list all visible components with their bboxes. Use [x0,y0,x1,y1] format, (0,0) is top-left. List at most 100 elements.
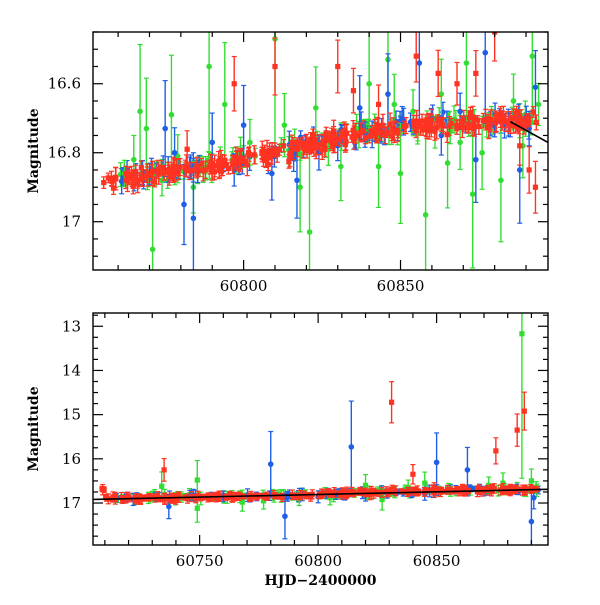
data-point [440,117,446,132]
data-point [533,114,539,131]
data-point [350,67,357,114]
data-point [500,487,506,495]
data-point [425,112,431,133]
data-point [225,162,232,175]
data-point [410,114,417,128]
data-point [389,130,395,142]
data-point [402,120,408,133]
data-point [488,486,494,494]
top-panel: 60800 60850 16.6 16.8 17 Magnitude [26,31,549,295]
y-tick-label: 16.8 [48,144,81,162]
y-tick-label: 14 [62,361,81,379]
data-point [532,160,539,214]
data-point [138,160,144,175]
data-point [248,493,254,502]
plot-area [101,32,548,270]
data-point [410,463,416,485]
data-point [335,39,341,94]
x-tick-label: 60850 [413,552,461,570]
data-point [209,157,215,181]
data-point [493,437,499,465]
data-point [162,493,168,505]
data-point [476,118,482,135]
data-point [469,119,476,269]
data-point [247,118,253,166]
data-point [348,400,355,494]
data-point [130,178,136,195]
data-point [304,133,310,153]
data-point [148,164,155,187]
data-point [137,43,143,179]
data-point [369,487,375,497]
y-axis: 16.6 16.8 17 [48,31,548,257]
x-tick-label: 60750 [176,552,224,570]
data-point [420,124,426,136]
data-point [271,489,277,499]
data-point [393,485,399,497]
x-axis: 60750 60800 60850 [104,313,533,570]
data-point [190,163,197,270]
data-point [138,494,144,505]
data-point [318,491,324,500]
data-point [166,493,172,520]
data-point [375,84,382,125]
data-point [272,37,278,96]
data-point [435,49,441,98]
data-point [113,167,119,191]
data-point [431,486,437,495]
y-tick-label: 17 [62,213,81,231]
data-point [123,171,129,190]
data-point [306,144,313,270]
data-point [165,161,172,179]
data-point [295,139,301,151]
y-axis: 13 14 15 16 17 [62,314,548,537]
data-point [514,413,520,447]
data-point [336,132,343,147]
data-point [251,145,257,165]
data-point [280,139,287,153]
data-point [458,115,464,128]
data-point [352,122,358,144]
data-point [108,170,115,187]
data-point [388,381,395,424]
data-point [230,155,236,167]
data-point [290,136,296,161]
data-point [358,122,364,143]
data-point [259,146,265,161]
y-axis-title: Magnitude [26,386,42,471]
data-point [101,486,107,494]
data-point [519,313,525,479]
data-point [309,139,316,154]
data-point [454,119,460,135]
data-point [192,161,198,177]
x-tick-label: 60850 [377,277,425,295]
data-point [397,122,404,225]
data-point [195,490,201,502]
data-point [174,158,180,177]
y-axis-title: Magnitude [26,108,42,193]
data-point [529,32,536,122]
data-point [328,132,334,150]
model-line [509,120,548,144]
x-tick-label: 60800 [220,277,268,295]
data-point [229,491,236,503]
data-point [416,32,423,128]
data-point [161,164,167,181]
data-point [118,491,124,504]
data-point [395,127,401,139]
data-point [267,430,274,498]
data-point [530,105,536,118]
data-point [183,154,189,178]
plot-frame [92,31,549,271]
bottom-panel: 60750 60800 60850 13 14 15 16 17 Magnitude HJD−24… [26,312,549,589]
data-point [500,105,507,129]
data-point [104,494,110,502]
data-point [463,32,470,126]
data-point [399,489,405,495]
data-point [323,126,329,140]
data-point [101,176,107,189]
data-point [161,457,167,482]
plot-area [93,313,548,545]
